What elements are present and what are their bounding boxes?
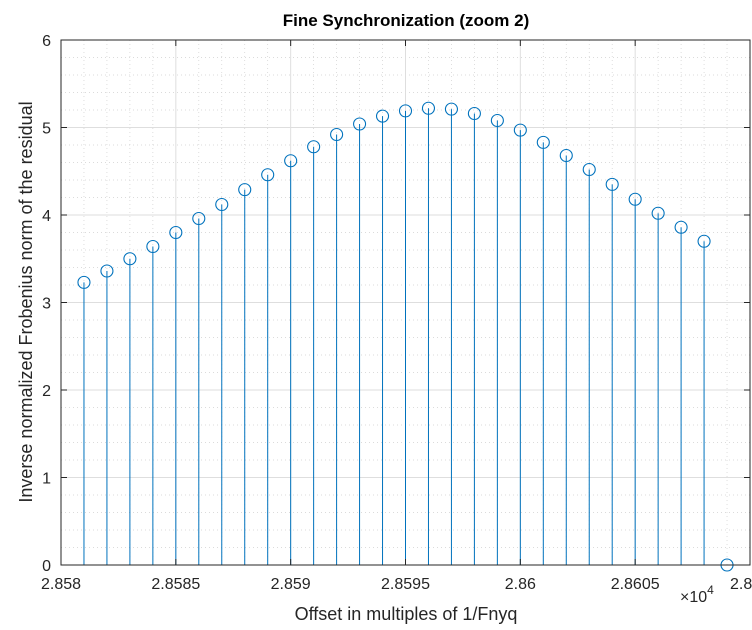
stem-marker: [513, 123, 527, 137]
stem-marker: [330, 127, 344, 142]
stem-marker: [353, 117, 367, 131]
x-exponent: ×104: [680, 583, 714, 606]
stem-marker: [651, 206, 665, 220]
stem-marker: [238, 183, 252, 197]
stem-marker: [697, 234, 711, 248]
stem-marker: [559, 148, 573, 163]
stem-marker: [628, 192, 642, 206]
x-tick-label: 2.8605: [611, 576, 660, 593]
x-tick-label: 2.86: [505, 576, 536, 593]
x-tick-label: 2.8585: [151, 576, 200, 593]
stem-marker: [605, 177, 619, 191]
y-tick-labels: 0 1 2 3 4 5 6: [42, 33, 51, 575]
y-axis-label: Inverse normalized Frobenius norm of the…: [16, 101, 36, 502]
y-tick-label: 4: [42, 208, 51, 225]
stem-marker: [467, 106, 481, 121]
stem-marker: [77, 275, 91, 289]
stem-marker: [375, 109, 390, 123]
stem-marker: [100, 264, 114, 278]
y-tick-label: 3: [42, 296, 51, 313]
tick-marks: [60, 39, 751, 566]
stem-marker: [146, 239, 160, 254]
x-tick-label: 2.859: [271, 576, 311, 593]
y-tick-label: 0: [42, 558, 51, 575]
x-tick-label: 2.861: [730, 576, 752, 593]
y-tick-label: 5: [42, 121, 51, 138]
stem-marker: [307, 140, 321, 154]
stem-marker: [398, 104, 413, 118]
stem-marker: [444, 102, 458, 116]
x-tick-label: 2.8595: [381, 576, 430, 593]
stem-marker: [261, 168, 275, 182]
stem-marker: [421, 101, 436, 115]
stem-marker: [169, 225, 183, 240]
markers: [77, 101, 734, 572]
y-tick-label: 2: [42, 383, 51, 400]
x-tick-labels: 2.858 2.8585 2.859 2.8595 2.86 2.8605 2.861: [41, 576, 752, 593]
chart-title: Fine Synchronization (zoom 2): [283, 11, 530, 30]
stems: [83, 108, 705, 565]
y-tick-label: 6: [42, 33, 51, 50]
stem-marker: [192, 211, 206, 226]
stem-marker: [490, 113, 504, 128]
stem-marker: [215, 197, 229, 212]
stem-marker: [284, 154, 298, 168]
stem-marker: [582, 162, 596, 177]
x-exponent-base: ×10: [680, 589, 707, 606]
x-exponent-power: 4: [707, 583, 714, 597]
x-tick-label: 2.858: [41, 576, 81, 593]
stem-marker: [536, 135, 550, 149]
y-tick-label: 1: [42, 471, 51, 488]
stem-marker: [123, 252, 137, 266]
stem-marker: [674, 220, 688, 234]
x-axis-label: Offset in multiples of 1/Fnyq: [295, 604, 518, 624]
